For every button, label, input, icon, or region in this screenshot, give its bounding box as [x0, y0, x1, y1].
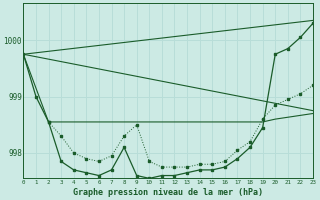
- X-axis label: Graphe pression niveau de la mer (hPa): Graphe pression niveau de la mer (hPa): [73, 188, 263, 197]
